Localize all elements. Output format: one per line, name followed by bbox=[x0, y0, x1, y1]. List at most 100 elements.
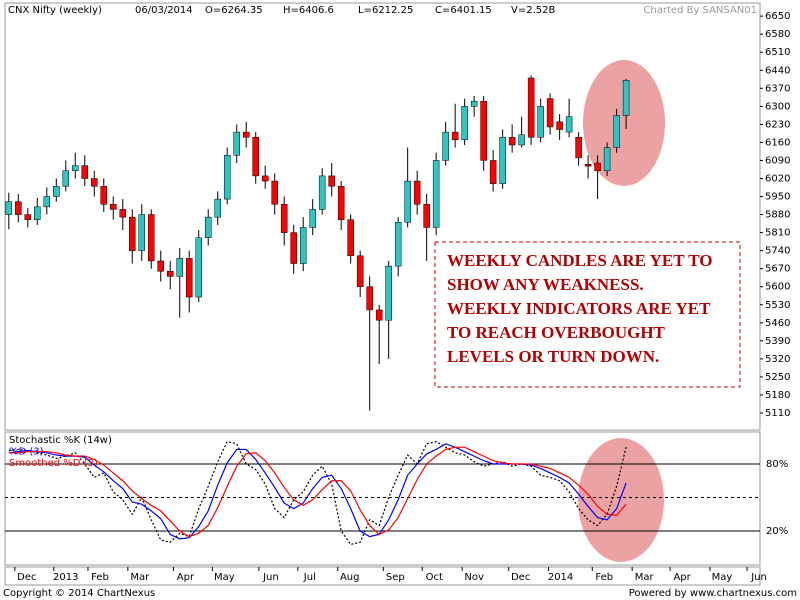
y-tick-label: 5880 bbox=[765, 210, 790, 221]
highlight-ellipse bbox=[583, 60, 665, 186]
candle-body bbox=[347, 219, 354, 257]
candle-body bbox=[271, 180, 278, 205]
candle-body bbox=[129, 216, 136, 251]
y-tick-label: 5320 bbox=[765, 354, 790, 365]
x-tick-label: 2014 bbox=[548, 572, 573, 583]
y-tick-label: 5670 bbox=[765, 264, 790, 275]
x-tick-label: Feb bbox=[91, 572, 109, 583]
candle-body bbox=[195, 237, 202, 298]
x-tick-label: Mar bbox=[130, 572, 150, 583]
annotation: TO REACH OVERBOUGHT bbox=[447, 323, 666, 342]
candle-body bbox=[223, 155, 231, 200]
annotation-box bbox=[434, 241, 741, 388]
candle-body bbox=[603, 147, 611, 172]
x-tick-label: Dec bbox=[17, 572, 36, 583]
x-tick-label: Apr bbox=[177, 572, 195, 583]
y-tick-label: 6090 bbox=[765, 155, 790, 166]
candle-body bbox=[119, 209, 127, 218]
candle-body bbox=[166, 271, 174, 277]
y-tick-label: 20% bbox=[766, 526, 788, 537]
candle-body bbox=[290, 232, 297, 264]
candle-body bbox=[328, 175, 335, 187]
x-tick-label: Nov bbox=[464, 572, 484, 583]
candle-body bbox=[72, 165, 79, 172]
header-credit: Charted By SANSAN01 bbox=[643, 5, 757, 16]
candle-body bbox=[622, 80, 630, 116]
candle-body bbox=[461, 106, 468, 141]
x-tick-label: Jun bbox=[750, 572, 767, 583]
y-tick-label: 6160 bbox=[765, 137, 790, 148]
y-tick-label: 5250 bbox=[765, 372, 790, 383]
candle-body bbox=[508, 137, 516, 146]
x-axis-strip bbox=[4, 566, 761, 586]
y-tick-label: 6020 bbox=[765, 173, 790, 184]
candle-body bbox=[309, 209, 316, 228]
header-low: L=6212.25 bbox=[358, 5, 413, 16]
footer-left: Copyright © 2014 ChartNexus bbox=[3, 588, 155, 599]
x-tick-label: Feb bbox=[595, 572, 613, 583]
stochastic-panel bbox=[4, 431, 761, 566]
y-tick-label: 6440 bbox=[765, 65, 790, 76]
candle-body bbox=[53, 185, 60, 197]
candle-body bbox=[148, 214, 155, 262]
y-tick-label: 5180 bbox=[765, 390, 790, 401]
x-tick-label: Apr bbox=[673, 572, 691, 583]
candle-body bbox=[413, 180, 421, 205]
annotation: LEVELS OR TURN DOWN. bbox=[447, 347, 659, 366]
candle-body bbox=[252, 137, 259, 177]
candle-body bbox=[138, 214, 146, 251]
y-tick-label: 5950 bbox=[765, 192, 790, 203]
legend-entry: Stochastic %K (14w) bbox=[9, 435, 112, 446]
candle-body bbox=[385, 265, 392, 321]
y-tick-label: 5810 bbox=[765, 228, 790, 239]
candle-body bbox=[337, 185, 345, 220]
candle-body bbox=[100, 185, 108, 205]
y-tick-label: 6300 bbox=[765, 101, 790, 112]
candle-body bbox=[356, 255, 364, 287]
candle-body bbox=[280, 204, 288, 233]
y-tick-label: 5600 bbox=[765, 282, 790, 293]
x-tick-label: Oct bbox=[426, 572, 443, 583]
x-tick-label: Mar bbox=[635, 572, 655, 583]
y-tick-label: 6650 bbox=[765, 11, 790, 22]
candle-body bbox=[451, 131, 459, 141]
y-tick-label: 5530 bbox=[765, 300, 790, 311]
y-tick-label: 5460 bbox=[765, 318, 790, 329]
stochastic-line bbox=[8, 446, 627, 538]
candle-body bbox=[204, 216, 212, 239]
candle-body bbox=[214, 198, 221, 218]
candle-body bbox=[394, 222, 402, 267]
y-tick-label: 6580 bbox=[765, 29, 790, 40]
candle-body bbox=[489, 160, 497, 184]
candle-body bbox=[404, 180, 411, 223]
candle-body bbox=[233, 131, 240, 156]
candle-body bbox=[261, 175, 269, 182]
y-tick-label: 6230 bbox=[765, 119, 790, 130]
header-volume: V=2.52B bbox=[511, 5, 555, 16]
x-tick-label: Sep bbox=[386, 572, 405, 583]
header-title: CNX Nifty (weekly) bbox=[8, 5, 102, 16]
candle-body bbox=[91, 178, 98, 187]
candle-body bbox=[242, 131, 250, 138]
candle-body bbox=[565, 116, 573, 133]
header-open: O=6264.35 bbox=[205, 5, 263, 16]
candle-body bbox=[518, 134, 525, 146]
y-tick-label: 5390 bbox=[765, 336, 790, 347]
candle-body bbox=[537, 106, 544, 138]
candle-body bbox=[43, 196, 51, 208]
y-tick-label: 6370 bbox=[765, 83, 790, 94]
candle-body bbox=[375, 309, 383, 321]
candle-body bbox=[613, 115, 620, 148]
candle-body bbox=[24, 214, 32, 220]
legend-entry: Smoothed %D (3) bbox=[9, 458, 98, 469]
y-tick-label: 5740 bbox=[765, 246, 790, 257]
candle-body bbox=[527, 77, 535, 138]
candle-body bbox=[157, 260, 164, 272]
annotation: WEEKLY CANDLES ARE YET TO bbox=[447, 251, 712, 270]
x-tick-label: 2013 bbox=[53, 572, 78, 583]
candle-body bbox=[546, 98, 554, 128]
candle-body bbox=[5, 201, 13, 215]
candle-body bbox=[442, 131, 449, 161]
